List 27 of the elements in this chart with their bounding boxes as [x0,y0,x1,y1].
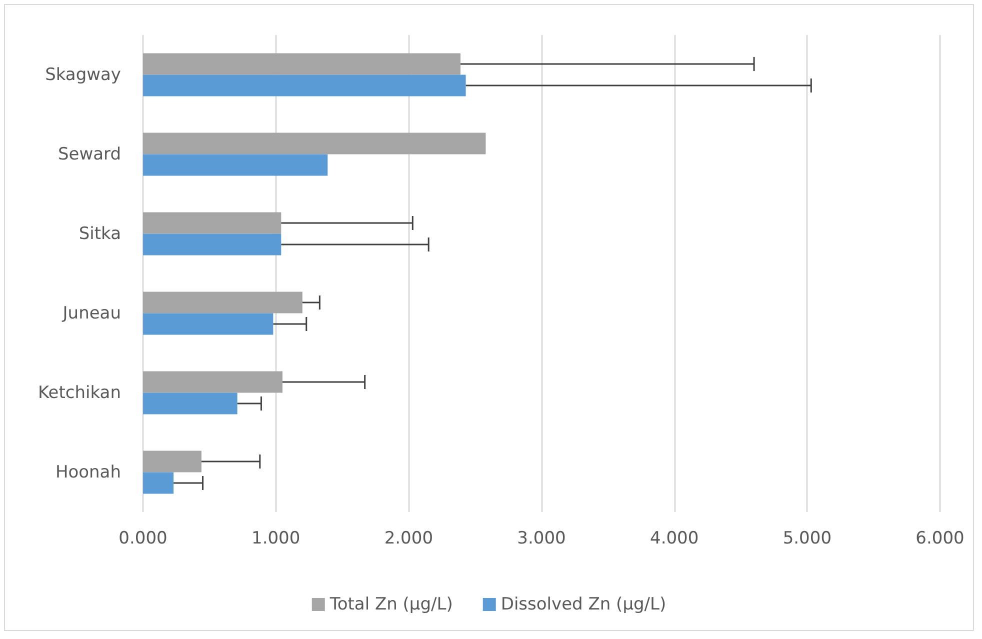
bar [143,450,202,472]
y-tick-label: Ketchikan [38,382,121,403]
bar [143,53,460,75]
x-tick-label: 1.000 [251,528,300,548]
legend-label: Dissolved Zn (µg/L) [500,594,666,614]
bar [143,392,238,414]
y-tick-label: Seward [58,144,121,164]
y-tick-label: Hoonah [55,462,121,482]
y-tick-label: Sitka [78,224,121,244]
bar [143,313,274,335]
x-tick-label: 4.000 [650,528,699,548]
bar [143,74,466,96]
x-tick-label: 0.000 [118,528,168,548]
x-tick-label: 5.000 [782,528,832,548]
x-tick-label: 3.000 [517,528,566,548]
x-tick-label: 6.000 [916,528,964,548]
bar [143,472,174,494]
bar [143,371,282,393]
bar [143,212,282,234]
bar [143,234,282,256]
bar [143,132,486,154]
y-tick-label: Skagway [45,64,121,85]
x-tick-label: 2.000 [384,528,434,548]
bar [143,154,328,176]
legend-label: Total Zn (µg/L) [328,594,453,614]
bar [143,292,302,314]
y-tick-label: Juneau [62,303,121,324]
